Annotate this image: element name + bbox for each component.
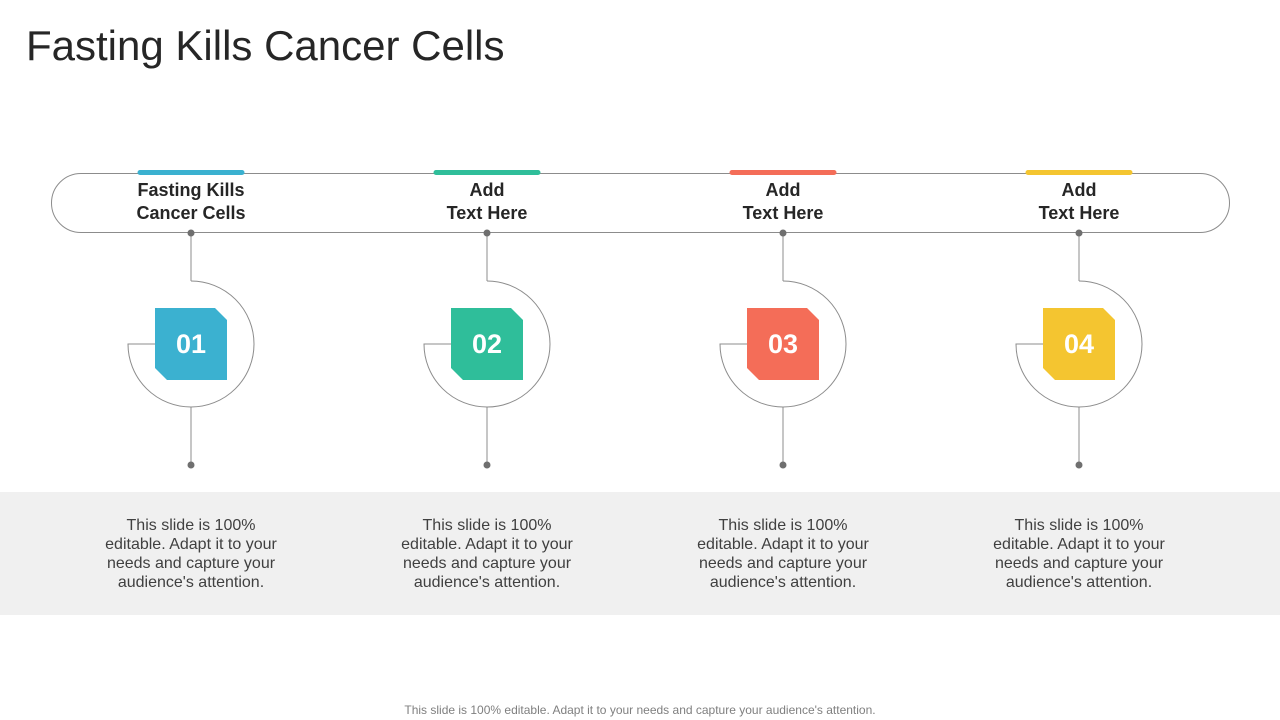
step-3-top-dot <box>779 229 787 237</box>
step-2-number: 02 <box>471 328 503 359</box>
step-3-arc <box>719 280 847 408</box>
step-2-tile <box>451 308 523 380</box>
page-title: Fasting Kills Cancer Cells <box>26 22 505 69</box>
step-3-heading: Add Text Here <box>742 180 824 223</box>
step-3-number: 03 <box>767 328 799 359</box>
step-2-arc <box>423 280 551 408</box>
step-1-heading: Fasting Kills Cancer Cells <box>136 180 246 223</box>
description-band <box>0 492 1280 615</box>
step-4-heading: Add Text Here <box>1038 180 1120 223</box>
step-2-description: This slide is 100% editable. Adapt it to… <box>401 517 573 591</box>
step-3-tile <box>747 308 819 380</box>
step-4-bottom-dot <box>1075 461 1083 469</box>
step-2-top-dot <box>483 229 491 237</box>
step-3-description: This slide is 100% editable. Adapt it to… <box>697 517 869 591</box>
step-3-bottom-dot <box>779 461 787 469</box>
footer-note: This slide is 100% editable. Adapt it to… <box>404 703 876 717</box>
step-4-number: 04 <box>1063 328 1095 359</box>
step-2-bottom-dot <box>483 461 491 469</box>
step-2-heading: Add Text Here <box>446 180 528 223</box>
step-4-top-dot <box>1075 229 1083 237</box>
step-4-description: This slide is 100% editable. Adapt it to… <box>993 517 1165 591</box>
step-4-tile <box>1043 308 1115 380</box>
step-1-number: 01 <box>175 328 207 359</box>
step-4-arc <box>1015 280 1143 408</box>
step-1-bottom-dot <box>187 461 195 469</box>
header-track <box>51 173 1230 233</box>
step-1-tile <box>155 308 227 380</box>
step-1-arc <box>127 280 255 408</box>
step-1-description: This slide is 100% editable. Adapt it to… <box>105 517 277 591</box>
step-1-top-dot <box>187 229 195 237</box>
